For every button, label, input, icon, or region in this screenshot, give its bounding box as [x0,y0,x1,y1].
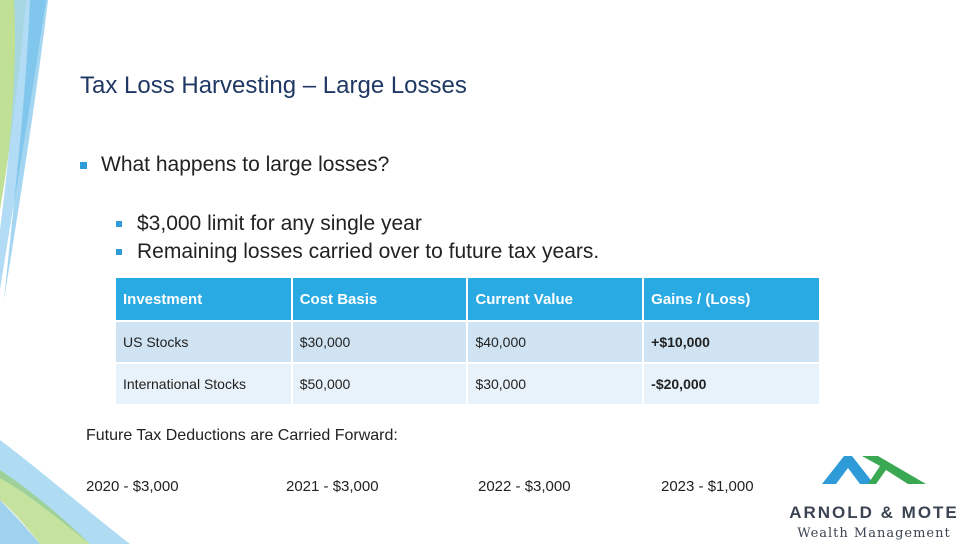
bullet-square-icon [80,161,87,169]
cell-loss: -$20,000 [643,363,821,406]
investment-table: Investment Cost Basis Current Value Gain… [116,278,821,406]
header-current-value: Current Value [467,278,645,322]
bullet-text: What happens to large losses? [101,153,390,176]
header-investment: Investment [116,278,293,322]
cell-gain: +$10,000 [643,321,821,364]
table-header-row: Investment Cost Basis Current Value Gain… [116,278,821,322]
table-row: US Stocks $30,000 $40,000 +$10,000 [116,321,821,364]
deduction-2021: 2021 - $3,000 [286,478,379,495]
cell-current-value: $30,000 [467,363,645,406]
carry-forward-heading: Future Tax Deductions are Carried Forwar… [86,427,398,444]
bullet-text: $3,000 limit for any single year [137,212,422,235]
bullet-square-icon [116,221,122,227]
cell-investment: International Stocks [116,363,293,406]
bullet-carryover: Remaining losses carried over to future … [116,240,599,264]
mountain-logo-icon [822,456,926,484]
bullet-text: Remaining losses carried over to future … [137,240,600,263]
cell-current-value: $40,000 [467,321,645,364]
header-gains-loss: Gains / (Loss) [643,278,821,322]
cell-investment: US Stocks [116,321,293,364]
bullet-large-losses: What happens to large losses? [80,153,389,177]
bullet-limit: $3,000 limit for any single year [116,212,422,236]
deduction-2022: 2022 - $3,000 [478,478,571,495]
deduction-2023: 2023 - $1,000 [661,478,754,495]
deduction-2020: 2020 - $3,000 [86,478,179,495]
cell-cost-basis: $50,000 [291,363,469,406]
header-cost-basis: Cost Basis [291,278,469,322]
cell-cost-basis: $30,000 [291,321,469,364]
company-logo: ARNOLD & MOTE Wealth Management [784,448,964,544]
table-row: International Stocks $50,000 $30,000 -$2… [116,363,821,406]
company-tagline: Wealth Management [797,526,951,541]
company-name: ARNOLD & MOTE [789,503,959,522]
slide-title: Tax Loss Harvesting – Large Losses [80,72,467,99]
bullet-square-icon [116,249,122,255]
